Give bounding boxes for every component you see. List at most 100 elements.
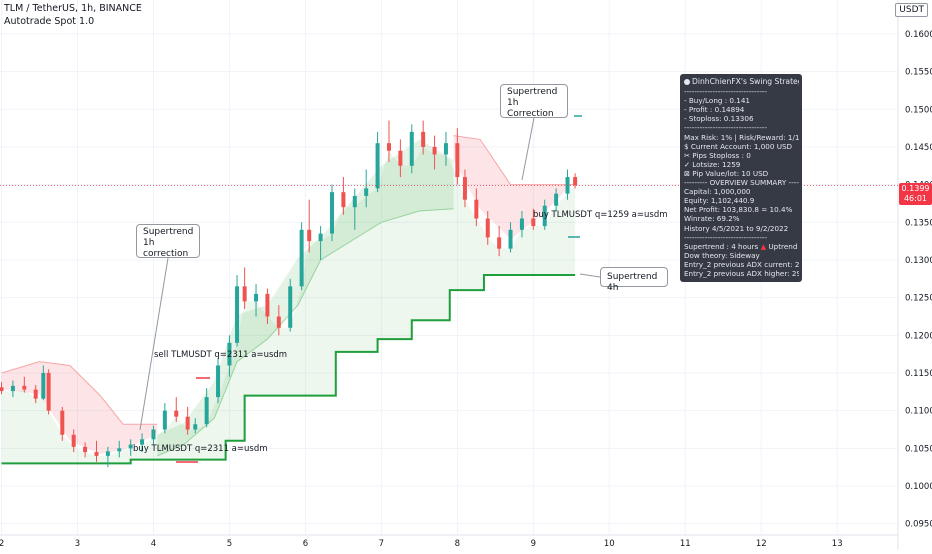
y-tick-label: 0.1550 <box>905 68 932 78</box>
panel-separator: -------------------------------- <box>684 123 767 133</box>
y-tick-label: 0.1250 <box>905 294 932 304</box>
indicator-name[interactable]: Autotrade Spot 1.0 <box>4 16 95 27</box>
candle-body <box>22 385 27 390</box>
trade-label-buy-2: buy TLMUSDT q=1259 a=usdm <box>533 210 668 220</box>
candle-body <box>242 286 247 302</box>
supertrend-1h-fill <box>157 139 454 456</box>
candle-body <box>497 237 502 249</box>
panel-history: History 4/5/2021 to 9/2/2022 <box>684 223 789 233</box>
candle-body <box>375 143 380 189</box>
trade-label-sell: sell TLMUSDT q=2311 a=usdm <box>154 350 288 360</box>
trade-label-buy-1: buy TLMUSDT q=2311 a=usdm <box>133 444 268 454</box>
supertrend-1h-fill <box>453 135 576 240</box>
callout-text: Supertrend 1h correction <box>143 227 194 259</box>
panel-buy-long: - Buy/Long : 0.141 <box>684 96 750 106</box>
panel-winrate: Winrate: 69.2% <box>684 214 740 224</box>
y-tick-label: 0.1450 <box>905 143 932 153</box>
candle-body <box>235 286 240 343</box>
panel-current-account: $ Current Account: 1,000 USD <box>684 141 793 151</box>
candle-body <box>341 192 346 208</box>
panel-lotsize: ✓ Lotsize: 1259 <box>684 159 741 169</box>
candle-body <box>519 218 524 230</box>
candle-body <box>71 434 76 447</box>
currency-selector[interactable]: USDT <box>895 3 928 17</box>
panel-stoploss: - Stoploss: 0.13306 <box>684 114 754 124</box>
y-tick-label: 0.1300 <box>905 256 932 266</box>
candle-body <box>432 146 437 155</box>
x-tick-label: 7 <box>379 539 384 549</box>
candle-body <box>41 372 46 399</box>
candle-body <box>204 397 209 425</box>
y-tick-label: 0.1350 <box>905 218 932 228</box>
candle-body <box>421 131 426 147</box>
bar-countdown: 46:01 <box>903 194 928 203</box>
panel-equity: Equity: 1,102,440.9 <box>684 196 755 206</box>
candle-body <box>265 293 270 317</box>
y-tick-label: 0.1100 <box>905 407 932 417</box>
y-tick-label: 0.1150 <box>905 369 932 379</box>
bulb-icon <box>684 79 690 85</box>
callout-text: Supertrend 1h Correction <box>507 87 558 119</box>
x-tick-label: 11 <box>680 539 691 549</box>
callout-supertrend-1h-correction-left: Supertrend 1h correction <box>136 224 200 259</box>
callout-text: Supertrend 4h <box>607 272 658 293</box>
supertrend-1h-fill <box>1 361 158 454</box>
candle-body <box>46 372 51 411</box>
strategy-info-panel: DinhChienFX's Swing Strategy -----------… <box>680 74 802 282</box>
y-tick-label: 0.1000 <box>905 482 932 492</box>
candle-body <box>508 229 513 249</box>
candle-body <box>398 150 403 166</box>
candle-body <box>364 188 369 196</box>
panel-adx-current: Entry_2 previous ADX current: 24.31 <box>684 259 799 269</box>
y-tick-label: 0.1200 <box>905 331 932 341</box>
candle-body <box>531 218 536 227</box>
candle-body <box>542 205 547 227</box>
candle-body <box>216 365 221 398</box>
candle-body <box>193 424 198 430</box>
panel-pip-value: ⊠ Pip Value/lot: 10 USD <box>684 168 769 178</box>
x-tick-label: 4 <box>151 539 156 549</box>
candle-body <box>554 193 559 206</box>
x-tick-label: 9 <box>531 539 536 549</box>
panel-profit: - Profit : 0.14894 <box>684 105 745 115</box>
candle-body <box>0 387 4 392</box>
candle-body <box>299 229 304 287</box>
callout-pointer <box>521 117 535 181</box>
x-tick-label: 6 <box>303 539 308 549</box>
candle-body <box>276 316 281 328</box>
candle-body <box>151 429 156 440</box>
candle-body <box>352 195 357 208</box>
candle-body <box>462 177 467 200</box>
candle-body <box>128 444 133 449</box>
panel-overview-heading: --------- OVERVIEW SUMMARY --------- <box>684 178 799 188</box>
callout-pointer <box>139 257 169 431</box>
panel-max-risk: Max Risk: 1% | Risk/Reward: 1/1 <box>684 132 799 142</box>
supertrend-1h-line <box>1 361 158 425</box>
candle-body <box>330 192 335 234</box>
candle-body <box>83 446 88 453</box>
candle-body <box>227 342 232 366</box>
x-tick-label: 13 <box>832 539 843 549</box>
callout-pointer <box>579 273 601 278</box>
triangle-up-icon: ▲ <box>760 241 767 251</box>
candle-body <box>474 199 479 219</box>
candle-body <box>318 233 323 242</box>
last-price-value: 0.1399 <box>901 184 930 193</box>
candle-body <box>185 416 190 430</box>
candle-body <box>174 410 179 417</box>
candle-body <box>60 410 65 435</box>
candle-body <box>485 218 490 238</box>
candle-body <box>117 448 122 452</box>
candle-body <box>33 389 38 399</box>
candle-body <box>10 385 15 392</box>
candle-body <box>443 143 448 155</box>
y-tick-label: 0.1050 <box>905 444 932 454</box>
candle-body <box>307 229 312 242</box>
symbol-title: TLM / TetherUS, 1h, BINANCE <box>4 3 142 14</box>
supertrend-4h-line <box>1 274 576 465</box>
panel-separator: -------------------------------- <box>684 232 767 242</box>
panel-title: DinhChienFX's Swing Strategy <box>684 77 799 86</box>
x-tick-label: 5 <box>227 539 232 549</box>
